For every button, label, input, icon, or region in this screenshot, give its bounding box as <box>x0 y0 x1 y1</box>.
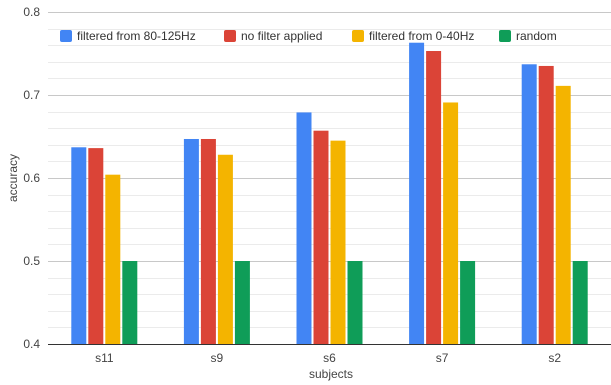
x-tick-label: s2 <box>548 351 561 365</box>
legend-swatch <box>60 30 72 42</box>
bar-s7-series-0 <box>409 42 425 345</box>
legend-label: filtered from 0-40Hz <box>369 29 474 43</box>
bar-s9-series-2 <box>217 154 233 344</box>
legend-label: filtered from 80-125Hz <box>77 29 196 43</box>
y-axis-title: accuracy <box>6 154 20 202</box>
y-tick-label: 0.5 <box>23 254 40 268</box>
bar-s9-series-3 <box>234 261 250 344</box>
legend-label: no filter applied <box>241 29 322 43</box>
bar-s2-series-1 <box>538 65 554 344</box>
legend-label: random <box>516 29 557 43</box>
bar-s11-series-0 <box>71 147 87 344</box>
x-tick-label: s7 <box>436 351 449 365</box>
bar-s6-series-0 <box>296 112 312 345</box>
legend-swatch <box>224 30 236 42</box>
y-tick-label: 0.4 <box>23 337 40 351</box>
y-tick-label: 0.7 <box>23 88 40 102</box>
bar-s9-series-1 <box>200 138 216 344</box>
bar-s2-series-2 <box>555 85 571 345</box>
legend: filtered from 80-125Hz no filter applied f… <box>60 29 557 43</box>
bar-s6-series-1 <box>313 130 329 344</box>
bar-s7-series-1 <box>426 51 442 344</box>
legend-swatch <box>499 30 511 42</box>
bar-s7-series-3 <box>460 261 476 344</box>
bar-s7-series-2 <box>443 102 459 344</box>
bar-s6-series-2 <box>330 140 346 344</box>
y-tick-label: 0.6 <box>23 171 40 185</box>
x-tick-label: s6 <box>323 351 336 365</box>
x-tick-label: s9 <box>211 351 224 365</box>
bar-s2-series-3 <box>572 261 588 344</box>
x-axis-title: subjects <box>309 367 353 381</box>
bar-s9-series-0 <box>183 138 199 344</box>
x-tick-label: s11 <box>95 351 114 365</box>
bar-s2-series-0 <box>521 64 537 344</box>
bar-s11-series-2 <box>105 174 121 344</box>
bars <box>71 42 588 345</box>
y-tick-label: 0.8 <box>23 5 40 19</box>
bar-s6-series-3 <box>347 261 363 344</box>
legend-swatch <box>352 30 364 42</box>
bar-s11-series-1 <box>88 148 104 344</box>
bar-s11-series-3 <box>122 261 138 344</box>
gridlines <box>48 12 611 328</box>
axes: 0.4 0.5 0.6 0.7 0.8 s11 s9 s6 s7 s2 <box>23 5 611 365</box>
